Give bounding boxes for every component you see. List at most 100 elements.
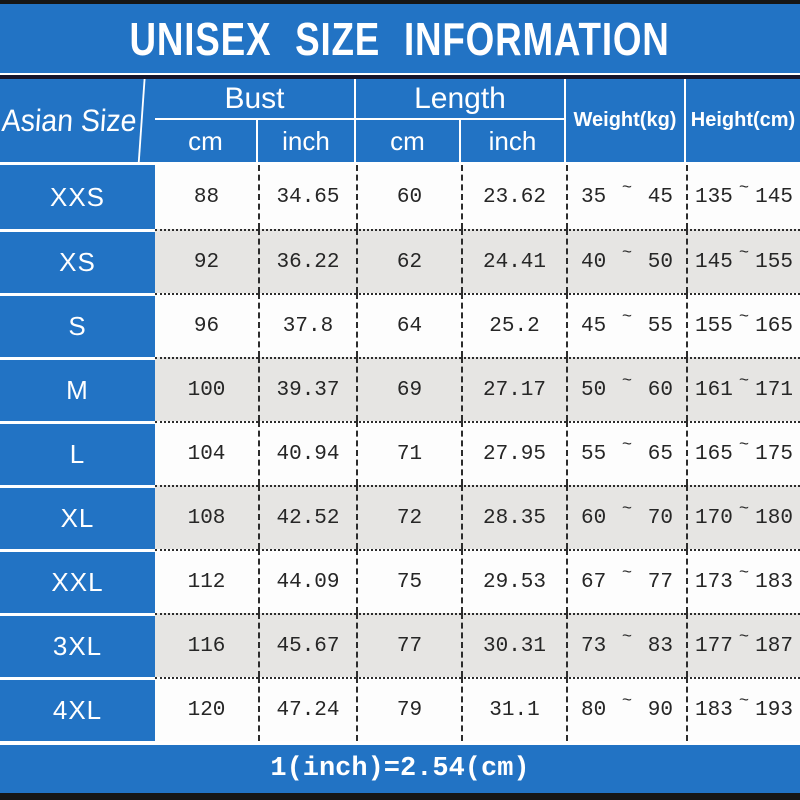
length-cm-cell: 64 (356, 293, 461, 357)
bust-cm-cell: 112 (155, 549, 258, 613)
tilde-separator: ~ (738, 178, 750, 198)
tilde-separator: ~ (621, 563, 633, 583)
length-cm-cell: 75 (356, 549, 461, 613)
height-min: 183 (695, 698, 733, 722)
title-separator-white (0, 73, 800, 75)
bust-inch-cell: 40.94 (258, 421, 356, 485)
weight-min: 73 (581, 634, 607, 658)
table-body: XXS 88 34.65 60 23.62 35 ~45 135 ~145 XS 9… (0, 165, 800, 741)
size-label-cell: 4XL (0, 677, 155, 741)
table-row: S 96 37.8 64 25.2 45 ~55 155 ~165 (0, 293, 800, 357)
length-inch-cell: 28.35 (461, 485, 566, 549)
weight-range-cell: 55 ~65 (566, 421, 686, 485)
tilde-separator: ~ (738, 499, 750, 519)
tilde-separator: ~ (621, 371, 633, 391)
height-max: 155 (755, 250, 793, 274)
length-cm-cell: 79 (356, 677, 461, 741)
tilde-separator: ~ (621, 499, 633, 519)
weight-min: 40 (581, 250, 607, 274)
header-bust-cm: cm (155, 120, 258, 162)
header-length-inch: inch (461, 120, 566, 162)
weight-min: 45 (581, 314, 607, 338)
table-row: XL 108 42.52 72 28.35 60 ~70 170 ~180 (0, 485, 800, 549)
length-inch-cell: 23.62 (461, 165, 566, 229)
bust-inch-cell: 39.37 (258, 357, 356, 421)
tilde-separator: ~ (621, 627, 633, 647)
bust-cm-cell: 108 (155, 485, 258, 549)
conversion-note: 1(inch)=2.54(cm) (270, 754, 530, 784)
title-banner: UNISEX SIZE INFORMATION (0, 4, 800, 73)
size-label-cell: 3XL (0, 613, 155, 677)
bust-cm-cell: 88 (155, 165, 258, 229)
weight-min: 67 (581, 570, 607, 594)
length-cm-cell: 62 (356, 229, 461, 293)
tilde-separator: ~ (738, 691, 750, 711)
weight-range-cell: 45 ~55 (566, 293, 686, 357)
tilde-separator: ~ (738, 435, 750, 455)
bust-cm-cell: 100 (155, 357, 258, 421)
weight-max: 77 (647, 570, 673, 594)
bust-cm-cell: 120 (155, 677, 258, 741)
weight-max: 45 (647, 185, 673, 209)
height-range-cell: 155 ~165 (686, 293, 800, 357)
height-max: 175 (755, 442, 793, 466)
table-row: M 100 39.37 69 27.17 50 ~60 161 ~171 (0, 357, 800, 421)
size-label-cell: L (0, 421, 155, 485)
height-min: 145 (695, 250, 733, 274)
header-length: Length (356, 79, 566, 120)
length-inch-cell: 27.17 (461, 357, 566, 421)
weight-min: 80 (581, 698, 607, 722)
tilde-separator: ~ (738, 627, 750, 647)
bust-inch-cell: 45.67 (258, 613, 356, 677)
height-min: 161 (695, 378, 733, 402)
table-row: 4XL 120 47.24 79 31.1 80 ~90 183 ~193 (0, 677, 800, 741)
tilde-separator: ~ (621, 435, 633, 455)
header-height: Height(cm) (690, 109, 796, 131)
table-row: XXS 88 34.65 60 23.62 35 ~45 135 ~145 (0, 165, 800, 229)
table-row: L 104 40.94 71 27.95 55 ~65 165 ~175 (0, 421, 800, 485)
length-inch-cell: 25.2 (461, 293, 566, 357)
weight-range-cell: 60 ~70 (566, 485, 686, 549)
table-row: XXL 112 44.09 75 29.53 67 ~77 173 ~183 (0, 549, 800, 613)
bust-inch-cell: 34.65 (258, 165, 356, 229)
weight-max: 70 (647, 506, 673, 530)
top-black-bar (0, 0, 800, 4)
bottom-black-bar (0, 793, 800, 800)
length-inch-cell: 24.41 (461, 229, 566, 293)
height-range-cell: 183 ~193 (686, 677, 800, 741)
bust-inch-cell: 44.09 (258, 549, 356, 613)
height-min: 165 (695, 442, 733, 466)
length-inch-cell: 29.53 (461, 549, 566, 613)
height-min: 170 (695, 506, 733, 530)
header-length-cm: cm (356, 120, 461, 162)
header-weight: Weight(kg) (566, 79, 686, 162)
weight-max: 55 (647, 314, 673, 338)
bust-cm-cell: 92 (155, 229, 258, 293)
page-title: UNISEX SIZE INFORMATION (129, 12, 671, 65)
height-max: 171 (755, 378, 793, 402)
height-range-cell: 145 ~155 (686, 229, 800, 293)
length-cm-cell: 72 (356, 485, 461, 549)
height-range-cell: 177 ~187 (686, 613, 800, 677)
weight-max: 50 (647, 250, 673, 274)
bust-cm-cell: 116 (155, 613, 258, 677)
size-label-cell: XXL (0, 549, 155, 613)
height-max: 165 (755, 314, 793, 338)
weight-range-cell: 50 ~60 (566, 357, 686, 421)
length-inch-cell: 31.1 (461, 677, 566, 741)
size-label-cell: S (0, 293, 155, 357)
footer-separator (0, 741, 800, 745)
title-separator-dark (0, 75, 800, 79)
tilde-separator: ~ (621, 307, 633, 327)
height-max: 193 (755, 698, 793, 722)
bust-cm-cell: 104 (155, 421, 258, 485)
length-cm-cell: 77 (356, 613, 461, 677)
tilde-separator: ~ (621, 178, 633, 198)
weight-min: 55 (581, 442, 607, 466)
tilde-separator: ~ (738, 563, 750, 583)
height-range-cell: 170 ~180 (686, 485, 800, 549)
height-min: 177 (695, 634, 733, 658)
size-label-cell: M (0, 357, 155, 421)
height-max: 183 (755, 570, 793, 594)
table-row: 3XL 116 45.67 77 30.31 73 ~83 177 ~187 (0, 613, 800, 677)
